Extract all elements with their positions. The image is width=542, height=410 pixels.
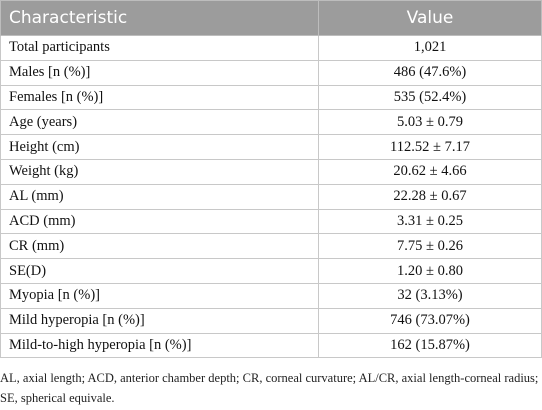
table-row: Males [n (%)] 486 (47.6%) <box>0 59 542 86</box>
value-cell: 746 (73.07%) <box>318 307 542 334</box>
characteristic-cell: ACD (mm) <box>0 208 319 235</box>
table-row: Mild hyperopia [n (%)] 746 (73.07%) <box>0 307 542 334</box>
value-cell: 1.20 ± 0.80 <box>318 258 542 284</box>
characteristic-cell: Males [n (%)] <box>0 59 319 86</box>
value-cell: 486 (47.6%) <box>318 59 542 86</box>
characteristic-cell: Mild hyperopia [n (%)] <box>0 307 319 334</box>
value-cell: 7.75 ± 0.26 <box>318 233 542 260</box>
table-row: SE(D) 1.20 ± 0.80 <box>0 258 542 284</box>
table-row: Weight (kg) 20.62 ± 4.66 <box>0 158 542 185</box>
table-row: Height (cm) 112.52 ± 7.17 <box>0 134 542 160</box>
characteristic-cell: CR (mm) <box>0 233 319 260</box>
table-row: Females [n (%)] 535 (52.4%) <box>0 84 542 111</box>
value-cell: 112.52 ± 7.17 <box>318 134 542 160</box>
table-row: Total participants 1,021 <box>0 35 542 61</box>
value-cell: 1,021 <box>318 35 542 61</box>
characteristic-cell: Myopia [n (%)] <box>0 282 319 309</box>
header-row: Characteristic Value <box>0 0 542 36</box>
value-cell: 32 (3.13%) <box>318 282 542 309</box>
table-row: ACD (mm) 3.31 ± 0.25 <box>0 208 542 235</box>
table-row: Mild-to-high hyperopia [n (%)] 162 (15.87… <box>0 332 542 359</box>
characteristic-cell: Total participants <box>0 35 319 61</box>
characteristic-cell: Weight (kg) <box>0 158 319 185</box>
characteristic-cell: AL (mm) <box>0 183 319 210</box>
footnote: AL, axial length; ACD, anterior chamber … <box>0 371 539 406</box>
table-row: AL (mm) 22.28 ± 0.67 <box>0 183 542 210</box>
value-cell: 535 (52.4%) <box>318 84 542 111</box>
value-cell: 3.31 ± 0.25 <box>318 208 542 235</box>
table-row: Myopia [n (%)] 32 (3.13%) <box>0 282 542 309</box>
value-cell: 22.28 ± 0.67 <box>318 183 542 210</box>
header-cell: Characteristic <box>0 0 319 36</box>
characteristic-cell: Mild-to-high hyperopia [n (%)] <box>0 332 319 359</box>
characteristic-cell: Age (years) <box>0 109 319 136</box>
characteristic-cell: Height (cm) <box>0 134 319 160</box>
value-cell: 5.03 ± 0.79 <box>318 109 542 136</box>
characteristic-cell: Females [n (%)] <box>0 84 319 111</box>
table-row: Age (years) 5.03 ± 0.79 <box>0 109 542 136</box>
value-cell: 20.62 ± 4.66 <box>318 158 542 185</box>
data-table: Characteristic Value Total participants 1… <box>0 0 542 359</box>
header-cell: Value <box>318 0 542 36</box>
value-cell: 162 (15.87%) <box>318 332 542 359</box>
characteristic-cell: SE(D) <box>0 258 319 284</box>
table-row: CR (mm) 7.75 ± 0.26 <box>0 233 542 260</box>
